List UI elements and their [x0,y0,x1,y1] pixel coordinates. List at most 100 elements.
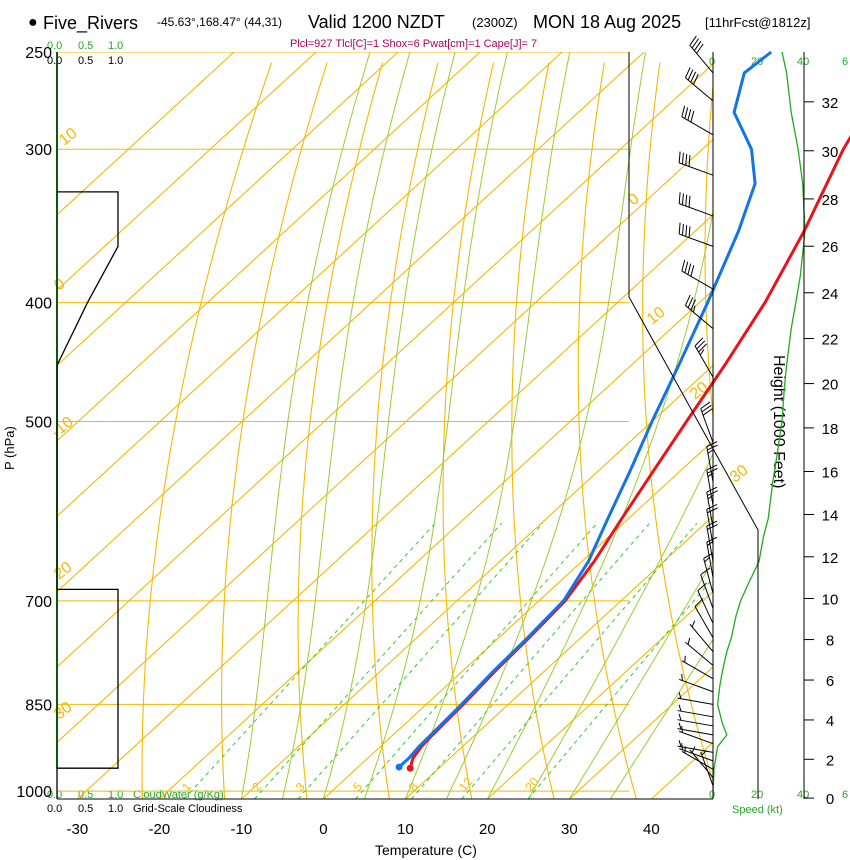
wind-barb-31 [681,105,714,136]
wind-barb-flag [684,107,689,119]
moist-adiabat--10 [240,52,371,799]
wind-barb-staff [677,745,714,753]
surface-temp-marker [406,764,414,772]
mixing-ratio-1 [184,522,436,799]
wind-barb-flag [688,226,691,238]
mixing-ratio-label-2: 2 [249,780,264,794]
height-tick-32: 32 [822,95,839,112]
wind-barb-staff [689,45,714,74]
wind-barb-flag [691,38,700,49]
cloudiness-bottom-tick-0: 0.0 [47,803,62,815]
isotherm-label-7: 20 [51,559,76,583]
wind-barb-staff [679,203,714,217]
dry-adiabat-330 [704,80,713,422]
wind-barb-flag [687,109,692,121]
isotherm-label-5: 10 [56,125,81,149]
isotherm--20 [158,289,713,799]
isotherm--90 [57,52,399,367]
isotherm--30 [76,213,713,799]
wind-speed-line [712,51,806,792]
wind-barb-flag [704,557,710,563]
wind-barb-flag [706,441,718,447]
mixing-ratio-5 [355,522,598,799]
cloudiness-top-tick-1: 0.5 [78,55,93,67]
wind-barb-flag [687,263,692,275]
speed-top-tick-0: 0 [709,56,715,68]
wind-barb-staff [677,719,714,727]
speed-axis-label: Speed (kt) [732,804,783,816]
wind-barb-flag [696,43,704,54]
wind-barb-flag [684,294,691,306]
wind-barb-24 [700,401,714,443]
temp-tick-0: 0 [319,821,327,838]
height-tick-8: 8 [826,633,834,650]
wind-barb-flag [692,305,696,313]
isotherm-label-1: 10 [644,304,669,328]
wind-barb-staff [697,590,714,624]
wind-barb-flag [687,69,694,81]
wind-barb-staff [681,116,714,136]
cloudiness-label: Grid-Scale Cloudiness [133,803,243,815]
wind-barb-flag [707,494,714,500]
wind-barb-flag [678,692,682,699]
wind-barb-staff [694,606,714,638]
dry-adiabat-280 [371,62,439,799]
cloudiness-top-tick-2: 1.0 [108,55,123,67]
temp-tick-10: 10 [397,821,414,838]
pressure-tick-300: 300 [25,142,52,159]
mixing-ratio-8 [411,522,650,799]
pressure-tick-1000: 1000 [16,784,52,801]
cloudwater-top-tick-2: 1.0 [108,40,123,52]
wind-barb-staff [703,558,714,594]
wind-barb-9 [677,692,714,705]
wind-barb-flag [678,713,682,721]
dry-adiabat-250 [141,62,273,799]
isotherm--100 [57,52,317,291]
wind-barb-staff [681,750,714,770]
wind-barb-flag [702,408,713,416]
height-tick-14: 14 [822,507,839,524]
wind-barb-flag [681,673,683,681]
temp-tick-40: 40 [643,821,660,838]
speed-bottom-tick-1: 20 [751,789,763,801]
mixing-ratio-20 [527,577,713,799]
wind-barb-staff [700,408,714,443]
height-axis-title: Height (1000 Feet) [770,355,787,488]
isotherm-20 [486,590,713,799]
wind-barb-10 [679,673,714,693]
wind-barb-30 [678,151,714,176]
wind-barb-staff [685,77,714,102]
wind-barb-staff [681,660,714,680]
wind-barb-flag [698,343,707,353]
wind-barb-staff [685,305,714,329]
wind-barb-staff [679,162,714,176]
wind-barb-flag [687,637,691,645]
pressure-tick-250: 250 [25,45,52,62]
temp-tick--10: -10 [231,821,253,838]
height-tick-12: 12 [822,550,839,567]
station-name: Five_Rivers [43,13,138,34]
wind-barb-flag [688,155,691,167]
height-tick-4: 4 [826,713,834,730]
isotherm-label-4: -10 [48,413,77,441]
wind-barb-flag [690,265,695,277]
wind-barb-flag [690,299,697,311]
isotherm--60 [57,52,645,593]
height-tick-20: 20 [822,377,839,394]
height-tick-26: 26 [822,239,839,256]
moist-adiabat-5 [363,52,508,799]
cloudiness-top-tick-0: 0.0 [47,55,62,67]
height-tick-24: 24 [822,286,839,303]
forecast-info: [11hrFcst@1812z] [705,15,810,30]
mixing-ratio-label-5: 5 [350,780,365,794]
wind-barb-16 [700,567,714,609]
wind-barb-flag [684,261,689,273]
surface-dewpoint-marker [395,763,403,771]
cloudiness-bottom-tick-2: 1.0 [108,803,123,815]
wind-barb-staff [679,730,714,745]
isotherm--50 [57,63,713,668]
wind-barb-11 [681,655,714,680]
speed-top-tick-2: 40 [797,56,809,68]
